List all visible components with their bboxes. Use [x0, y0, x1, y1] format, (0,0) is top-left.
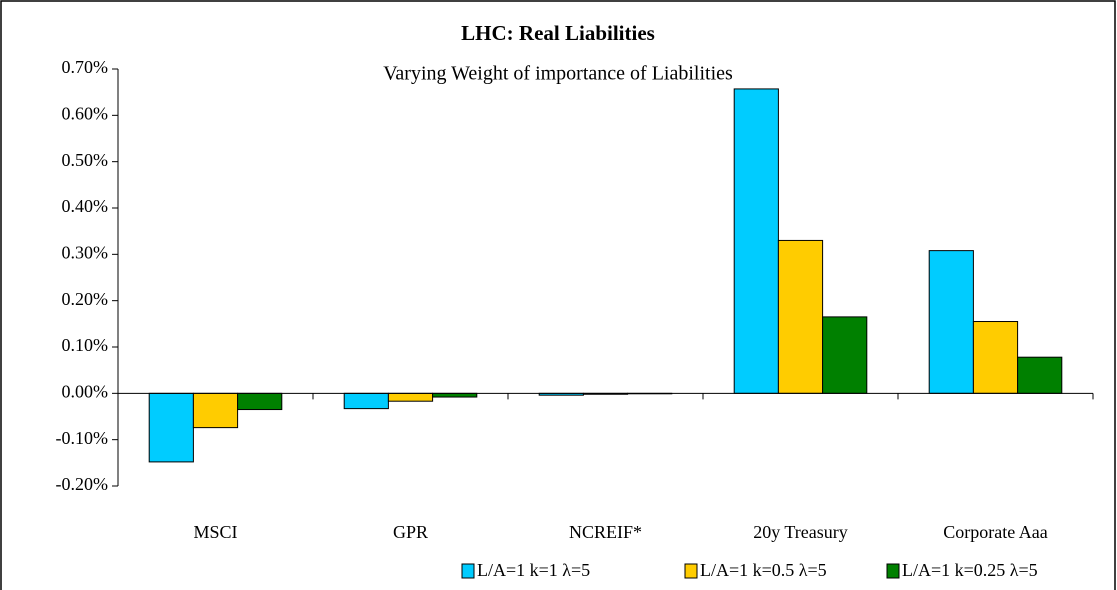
bar [777, 239, 824, 394]
bar [432, 392, 478, 398]
bar [148, 392, 194, 463]
x-tick-label: Corporate Aaa [943, 522, 1047, 542]
legend-swatch [886, 563, 900, 579]
y-tick-label: 0.40% [62, 196, 109, 216]
bar [237, 392, 283, 411]
x-tick-label: NCREIF* [569, 522, 642, 542]
y-tick-label: 0.10% [62, 335, 109, 355]
y-tick-label: -0.20% [56, 474, 109, 494]
y-tick-label: 0.70% [62, 57, 109, 77]
bar [972, 321, 1019, 394]
y-tick-label: 0.50% [62, 150, 109, 170]
y-tick-label: 0.60% [62, 103, 109, 123]
chart-subtitle: Varying Weight of importance of Liabilit… [383, 63, 733, 85]
chart-title: LHC: Real Liabilities [461, 21, 655, 45]
bar [733, 88, 779, 394]
bar [192, 392, 239, 429]
bar [928, 250, 974, 394]
x-tick-label: 20y Treasury [753, 522, 848, 542]
x-tick-label: MSCI [193, 522, 237, 542]
y-tick-label: 0.20% [62, 289, 109, 309]
bar [387, 392, 434, 402]
bar [1017, 356, 1063, 394]
y-tick-label: -0.10% [56, 428, 109, 448]
x-tick-label: GPR [393, 522, 428, 542]
legend-swatch [684, 563, 698, 579]
legend-label: L/A=1 k=0.5 λ=5 [700, 560, 827, 580]
y-tick-label: 0.30% [62, 242, 109, 262]
bar [822, 316, 868, 394]
legend-swatch [461, 563, 475, 579]
y-tick-label: 0.00% [62, 381, 109, 401]
legend-label: L/A=1 k=0.25 λ=5 [902, 560, 1038, 580]
bar [343, 392, 389, 410]
legend-label: L/A=1 k=1 λ=5 [477, 560, 590, 580]
